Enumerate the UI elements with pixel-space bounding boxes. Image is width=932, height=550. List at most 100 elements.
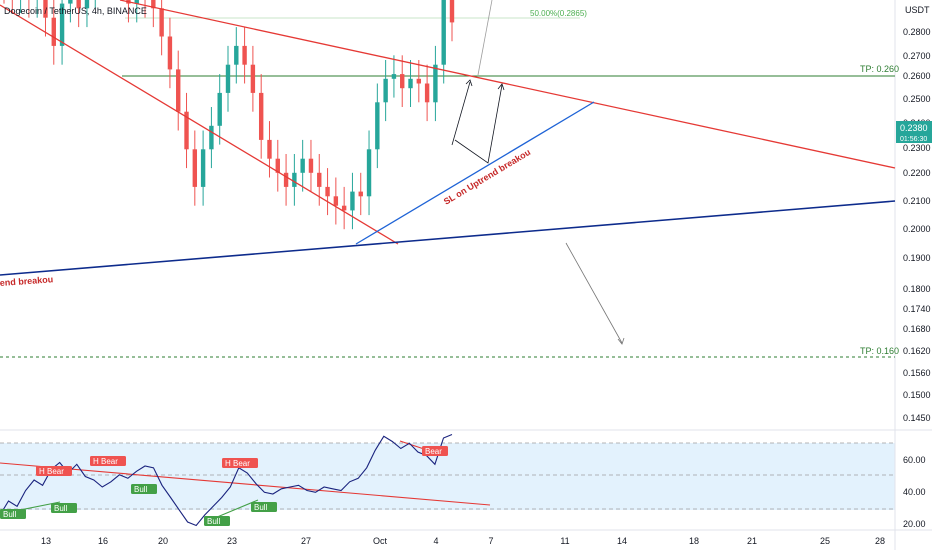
tp-upper-label: TP: 0.260 — [860, 64, 899, 74]
candle-body — [424, 83, 430, 103]
bear-signal-label: Bear — [425, 447, 442, 456]
candle-body — [375, 102, 380, 150]
candle-body — [408, 78, 413, 89]
time-tick-label: 23 — [227, 536, 237, 546]
candle-body — [234, 45, 239, 65]
bear-signal-badge — [90, 456, 126, 466]
candle-body — [192, 149, 198, 187]
candle-body — [383, 78, 388, 103]
candle-body — [416, 78, 422, 84]
candle-body — [43, 0, 48, 18]
candle-body — [317, 172, 322, 187]
candle-body — [300, 158, 305, 173]
oscillator-line — [0, 433, 453, 527]
left-breakout-label: end breakou — [0, 274, 54, 288]
time-axis[interactable]: 13 16 20 23 27 Oct 4 7 11 14 18 21 25 28 — [41, 536, 885, 546]
main-pane-bg — [0, 0, 895, 428]
bear-signal-label: H Bear — [39, 467, 64, 476]
oscillator-axis: 60.00 40.00 20.00 — [903, 455, 926, 529]
price-tick-label: 0.1800 — [903, 284, 931, 294]
price-tick-label: 0.2600 — [903, 71, 931, 81]
time-tick-label: 13 — [41, 536, 51, 546]
price-tick-label: 0.2300 — [903, 143, 931, 153]
support-trendline[interactable] — [0, 200, 896, 276]
candle-body — [51, 17, 56, 46]
candle-body — [341, 205, 347, 211]
bull-signal-label: Bull — [54, 504, 68, 513]
candle-body — [59, 3, 65, 46]
resistance-trendline[interactable] — [119, 0, 896, 169]
bear-signal-badge — [422, 446, 448, 456]
price-tick-label: 0.1500 — [903, 390, 931, 400]
arrowhead-1 — [465, 79, 473, 87]
candle-body — [400, 74, 405, 89]
descending-trendline[interactable] — [0, 4, 399, 245]
candle-body — [225, 64, 231, 93]
candle-body — [184, 111, 189, 150]
time-tick-label: 11 — [560, 536, 569, 546]
projection-arrow-2 — [454, 84, 503, 164]
projection-arrow-1 — [451, 81, 471, 146]
bear-signal-badge — [36, 466, 72, 476]
time-tick-label: 25 — [820, 536, 830, 546]
candle-body — [200, 149, 206, 187]
uptrend-line[interactable] — [355, 101, 595, 245]
current-price-tag — [896, 121, 932, 143]
osc-resistance-line — [0, 462, 491, 506]
bull-signal-badge — [51, 503, 77, 513]
price-tick-label: 0.2200 — [903, 168, 931, 178]
candle-body — [308, 158, 314, 173]
candle-body — [217, 92, 222, 126]
price-tick-label: 0.2500 — [903, 94, 931, 104]
price-tick-label: 0.1450 — [903, 413, 931, 423]
candle-body — [209, 125, 214, 150]
candle-body — [358, 191, 363, 197]
oscillator-signals: H Bear H Bear H Bear Bear Bull Bull Bull Bull Bu… — [0, 446, 448, 526]
candle-body — [250, 64, 256, 93]
candle-body — [391, 74, 397, 79]
candlestick-series — [3, 0, 455, 230]
bull-signal-badge — [204, 516, 230, 526]
candle-body — [159, 8, 164, 37]
time-tick-label: 7 — [488, 536, 493, 546]
candle-body — [151, 0, 156, 9]
time-tick-label: 21 — [747, 536, 757, 546]
bear-signal-label: H Bear — [225, 459, 250, 468]
fib-level-label: 50.00%(0.2865) — [530, 9, 587, 18]
bear-signal-label: H Bear — [93, 457, 118, 466]
osc-tick-label: 60.00 — [903, 455, 926, 465]
time-tick-label: 16 — [98, 536, 108, 546]
candle-body — [333, 196, 339, 206]
arrowhead-down — [617, 337, 625, 345]
osc-tick-label: 40.00 — [903, 487, 926, 497]
price-tick-label: 0.1560 — [903, 368, 931, 378]
candle-body — [275, 158, 280, 173]
bull-signal-label: Bull — [254, 503, 268, 512]
bear-signal-badge — [222, 458, 258, 468]
candle-body — [292, 172, 297, 187]
currency-label: USDT — [905, 5, 930, 15]
current-price-value: 0.2380 — [900, 123, 928, 133]
candle-body — [441, 0, 446, 65]
bull-signal-label: Bull — [207, 517, 221, 526]
price-tick-label: 0.1680 — [903, 324, 931, 334]
bull-signal-badge — [131, 484, 157, 494]
chart-title: Dogecoin / TetherUS, 4h, BINANCE — [4, 6, 147, 16]
candle-body — [84, 0, 90, 9]
time-tick-label: 20 — [158, 536, 168, 546]
time-tick-label: 14 — [617, 536, 627, 546]
price-axis[interactable]: 0.28000.27000.26000.25000.24000.23000.22… — [903, 27, 931, 423]
candle-body — [167, 36, 173, 70]
bull-signal-badge — [0, 509, 26, 519]
candle-body — [176, 69, 181, 112]
candle-body — [449, 0, 455, 23]
bull-signal-label: Bull — [3, 510, 17, 519]
candle-body — [258, 92, 264, 140]
time-tick-label: 18 — [689, 536, 699, 546]
candle-body — [350, 191, 355, 211]
price-tick-label: 0.2800 — [903, 27, 931, 37]
candle-body — [76, 0, 81, 9]
candle-body — [267, 139, 272, 159]
candle-body — [68, 0, 73, 4]
